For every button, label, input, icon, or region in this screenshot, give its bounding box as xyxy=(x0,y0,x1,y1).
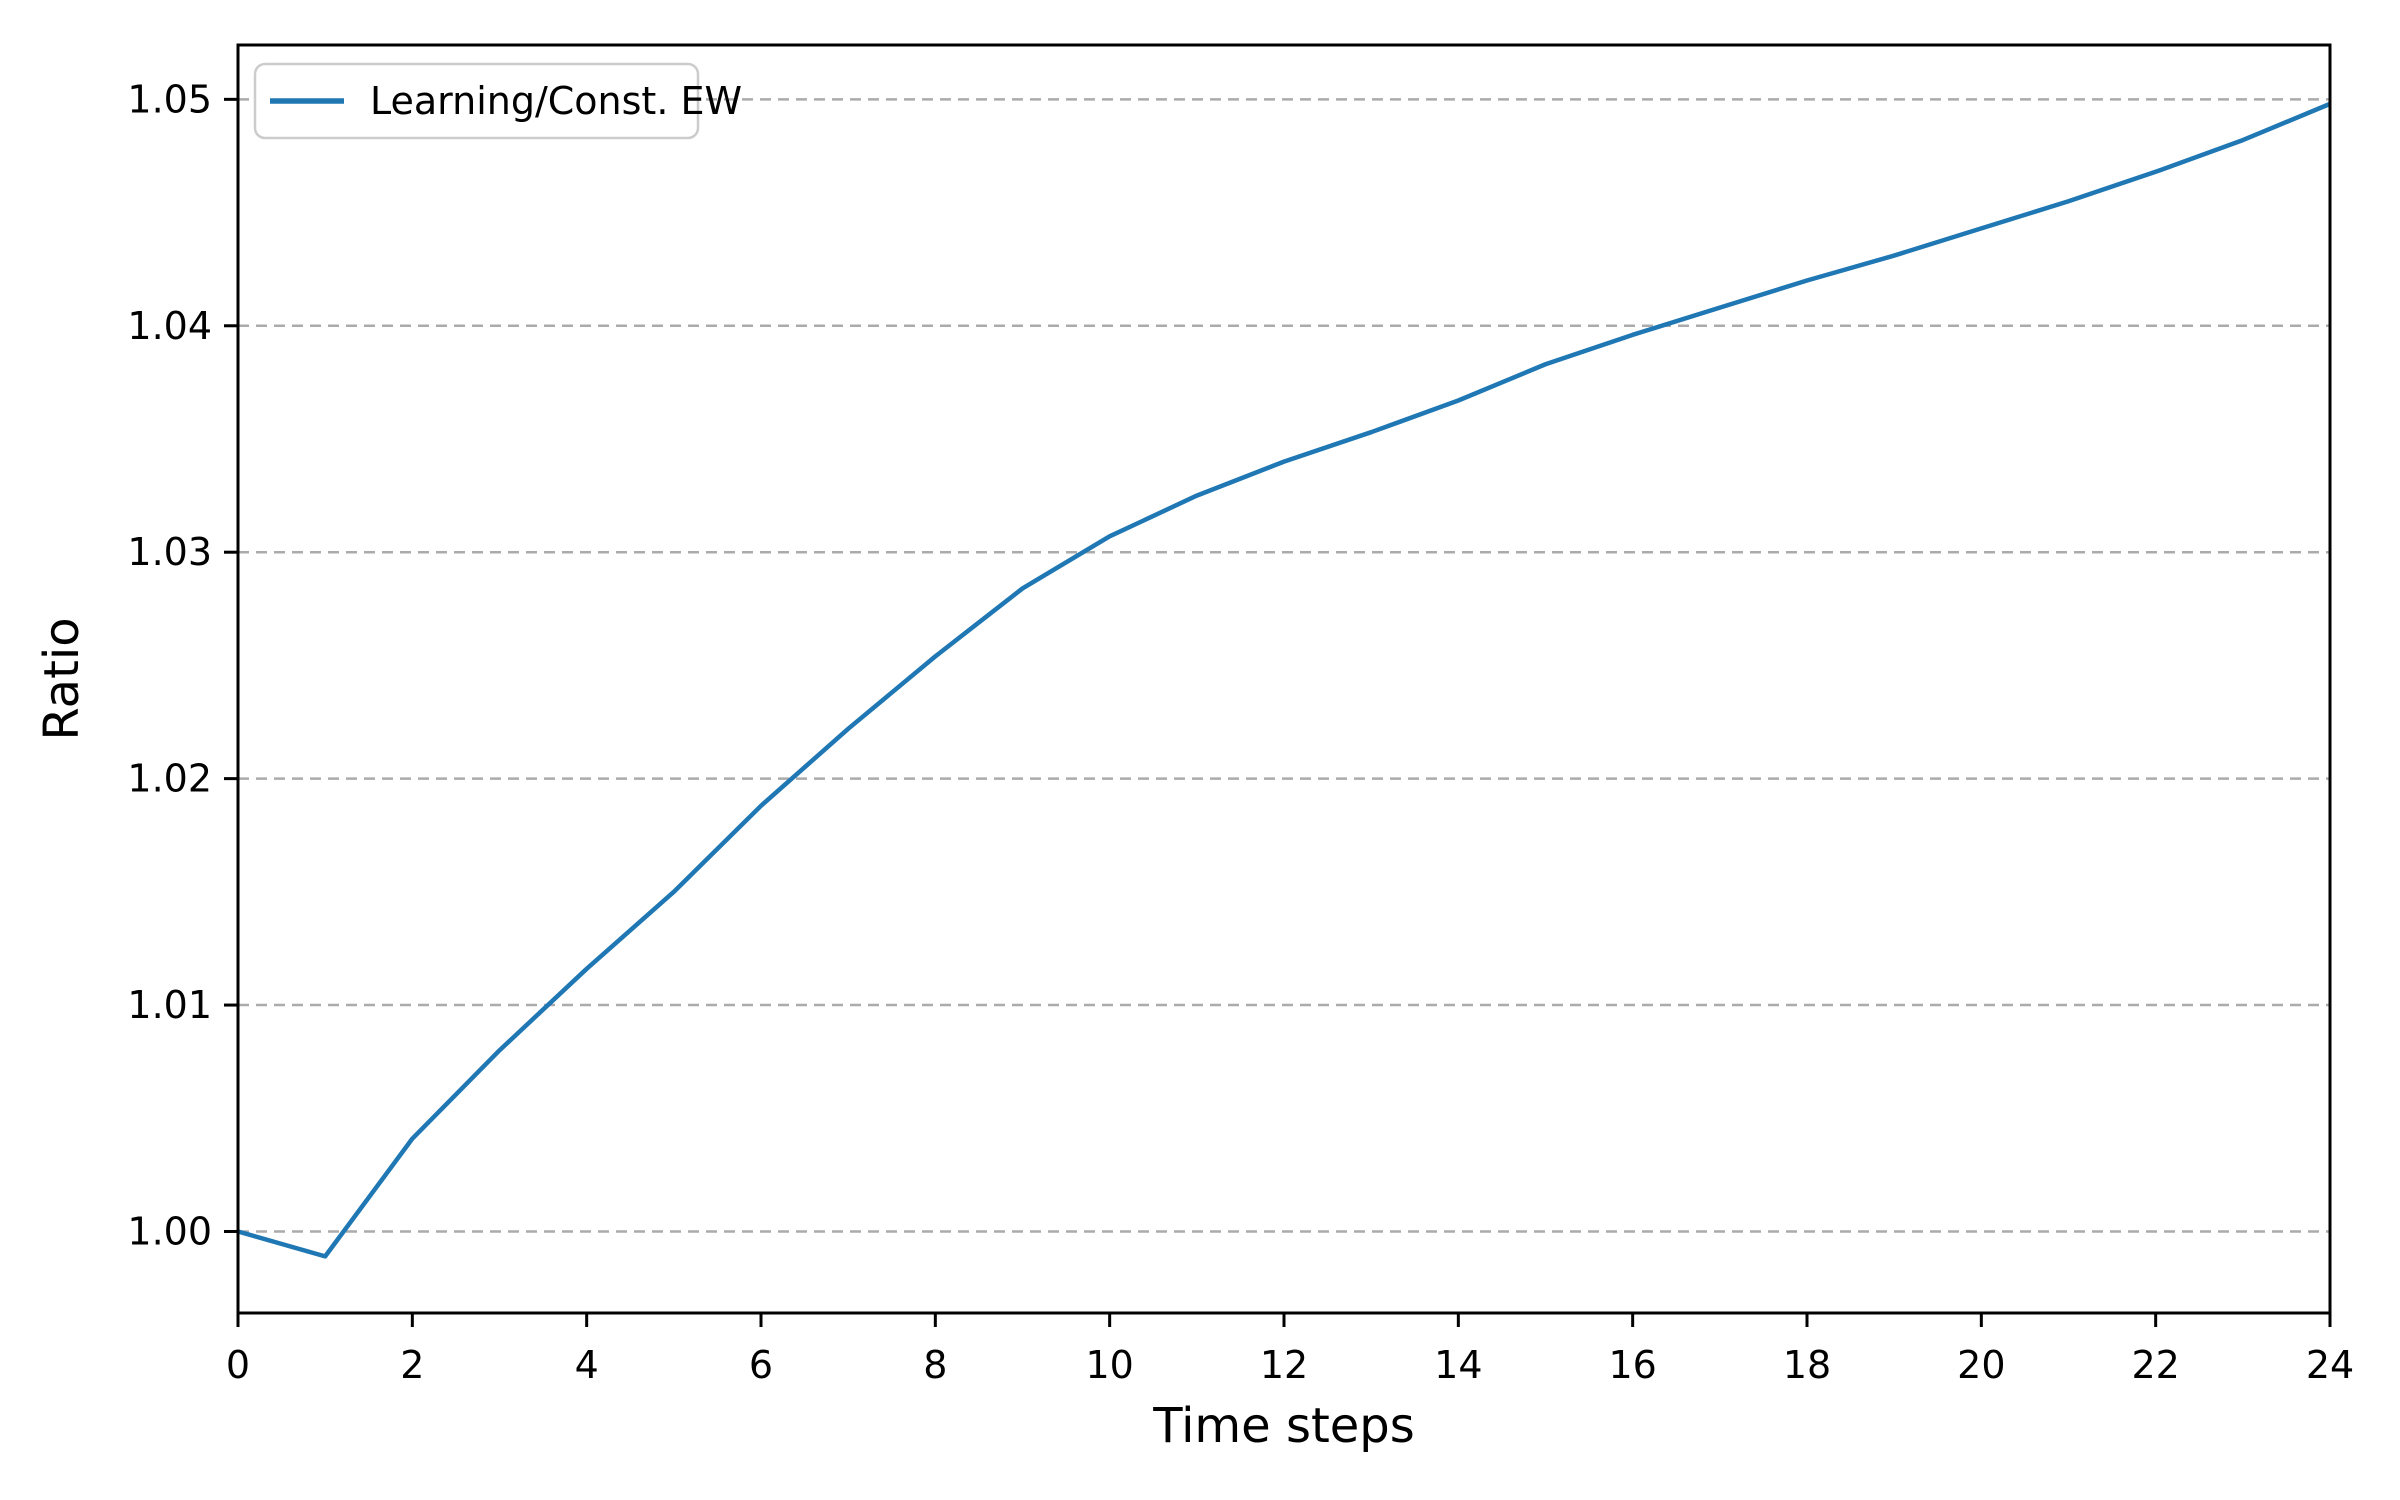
legend-box xyxy=(253,62,700,140)
y-tick-label: 1.03 xyxy=(127,530,212,574)
x-tick-label: 16 xyxy=(1608,1343,1656,1387)
y-tick-label: 1.02 xyxy=(127,757,212,801)
x-tick-label: 20 xyxy=(1957,1343,2005,1387)
x-tick-label: 24 xyxy=(2306,1343,2354,1387)
x-tick-label: 4 xyxy=(575,1343,599,1387)
y-tick-label: 1.05 xyxy=(127,77,212,121)
series-line xyxy=(237,101,2331,1259)
x-tick-label: 6 xyxy=(749,1343,773,1387)
legend: Learning/Const. EW xyxy=(253,62,742,140)
gridlines-group xyxy=(238,98,2330,1233)
y-tick-label: 1.00 xyxy=(127,1209,212,1253)
x-tick-label: 8 xyxy=(923,1343,947,1387)
legend-label: Learning/Const. EW xyxy=(370,79,742,123)
x-tick-label: 22 xyxy=(2131,1343,2179,1387)
x-tick-label: 10 xyxy=(1085,1343,1133,1387)
y-axis-label: Ratio xyxy=(34,617,90,740)
x-tick-label: 12 xyxy=(1260,1343,1308,1387)
x-tick-label: 14 xyxy=(1434,1343,1482,1387)
x-axis-label: Time steps xyxy=(1152,1398,1415,1454)
plot-border xyxy=(236,43,2332,1315)
x-tick-label: 0 xyxy=(226,1343,250,1387)
x-tick-label: 2 xyxy=(400,1343,424,1387)
ticks-group: 0 2 4 6 8 10 12 14 16 18 20 22 241.001.011.021.031.0… xyxy=(127,77,2354,1387)
y-tick-label: 1.04 xyxy=(127,304,212,348)
x-tick-label: 18 xyxy=(1783,1343,1831,1387)
y-tick-label: 1.01 xyxy=(127,983,212,1027)
series-group xyxy=(237,101,2331,1259)
